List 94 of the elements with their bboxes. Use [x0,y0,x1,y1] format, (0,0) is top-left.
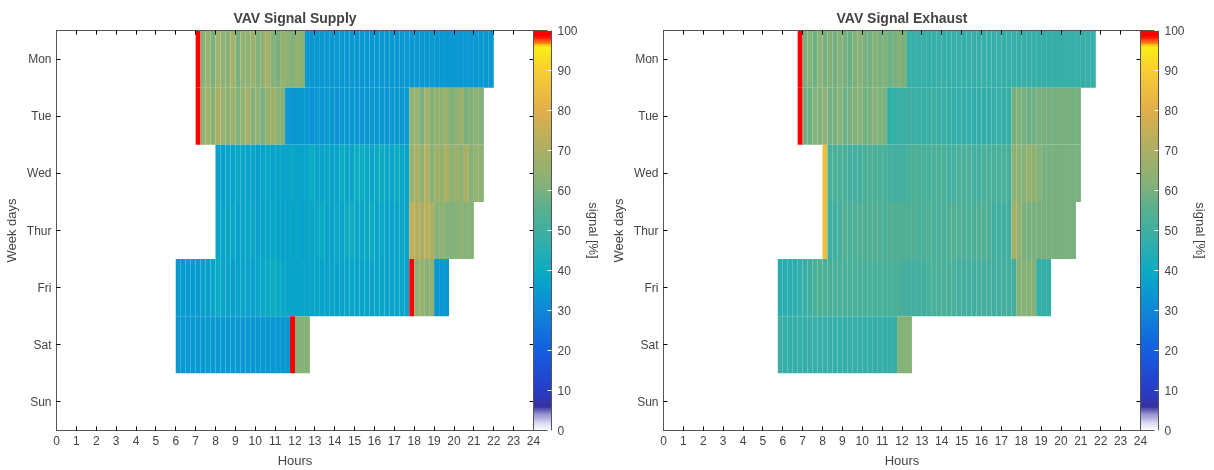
color-bar-label: 10 [557,384,572,398]
x-tick-label: 19 [1034,433,1049,448]
x-tick-label: 1 [680,433,688,448]
x-axis-title: Hours [277,452,313,468]
color-bar-label: 90 [557,64,572,78]
x-tick-label: 2 [92,433,100,448]
x-tick-label: 19 [427,433,442,448]
y-tick-label: Wed [634,166,659,181]
x-tick-label: 13 [308,433,322,448]
x-tick-label: 14 [935,433,949,448]
x-tick-label: 17 [387,433,402,448]
x-tick-label: 22 [1094,433,1108,448]
x-tick-label: 23 [1113,433,1128,448]
color-bar-label: 50 [557,224,572,238]
color-bar-label: 10 [1164,384,1179,398]
x-tick-label: 0 [660,433,668,448]
color-bar-label: 40 [1164,264,1179,278]
y-tick-label: Tue [638,109,659,124]
x-tick-label: 24 [1133,433,1148,448]
color-bar-label: 0 [1164,424,1172,438]
color-bar-label: 80 [1164,104,1179,118]
y-tick-label: Tue [31,109,52,124]
color-bar-label: 0 [557,424,565,438]
x-tick-label: 22 [487,433,501,448]
chart-title: VAV Signal Supply [233,9,357,26]
color-bar-label: 50 [1164,224,1179,238]
x-tick-label: 6 [172,433,180,448]
color-bar-title: signal [%] [585,202,601,259]
color-bar-label: 60 [557,184,572,198]
x-tick-label: 13 [915,433,929,448]
x-tick-label: 18 [1014,433,1029,448]
chart-title: VAV Signal Exhaust [836,9,968,26]
x-tick-label: 0 [53,433,61,448]
color-bar-label: 100 [557,24,578,38]
color-bar-label: 60 [1164,184,1179,198]
y-tick-label: Mon [28,52,52,67]
x-tick-label: 4 [739,433,747,448]
x-tick-label: 12 [895,433,909,448]
color-bar-title: signal [%] [1192,202,1208,259]
x-tick-label: 17 [994,433,1009,448]
x-tick-label: 3 [719,433,727,448]
x-tick-label: 11 [875,433,889,448]
x-tick-label: 20 [1054,433,1068,448]
x-tick-label: 5 [152,433,160,448]
y-tick-label: Mon [635,52,659,67]
color-bar-label: 100 [1164,24,1185,38]
x-axis-title: Hours [884,452,920,468]
x-tick-label: 23 [506,433,521,448]
y-tick-label: Sun [637,394,659,409]
x-tick-label: 7 [192,433,200,448]
x-tick-label: 5 [759,433,767,448]
x-tick-label: 10 [855,433,870,448]
y-tick-label: Sat [640,337,660,352]
x-tick-label: 9 [232,433,240,448]
x-tick-label: 21 [1074,433,1088,448]
y-tick-label: Thur [633,223,659,238]
x-tick-label: 10 [248,433,263,448]
x-tick-label: 15 [347,433,362,448]
x-tick-label: 8 [819,433,827,448]
color-bar-label: 30 [1164,304,1179,318]
color-bar-label: 30 [557,304,572,318]
x-tick-label: 6 [779,433,787,448]
color-bar-label: 70 [1164,144,1179,158]
x-tick-label: 18 [407,433,422,448]
x-tick-label: 11 [268,433,282,448]
x-tick-label: 14 [328,433,342,448]
x-tick-label: 24 [526,433,541,448]
x-tick-label: 16 [974,433,989,448]
x-tick-label: 4 [132,433,140,448]
x-tick-label: 1 [73,433,81,448]
color-bar-label: 90 [1164,64,1179,78]
x-tick-label: 15 [954,433,969,448]
x-tick-label: 8 [212,433,220,448]
x-tick-label: 2 [699,433,707,448]
x-tick-label: 9 [839,433,847,448]
color-bar-label: 40 [557,264,572,278]
x-tick-label: 7 [799,433,807,448]
y-tick-label: Fri [644,280,659,295]
x-tick-label: 12 [288,433,302,448]
x-tick-label: 3 [112,433,120,448]
y-axis-title: Week days [610,197,626,263]
color-bar-label: 20 [557,344,572,358]
color-bar-label: 70 [557,144,572,158]
y-tick-label: Fri [37,280,52,295]
color-bar-label: 80 [557,104,572,118]
x-tick-label: 16 [367,433,382,448]
y-axis-title: Week days [3,197,19,263]
y-tick-label: Thur [26,223,52,238]
color-bar-label: 20 [1164,344,1179,358]
x-tick-label: 21 [467,433,481,448]
y-tick-label: Sun [30,394,52,409]
y-tick-label: Wed [27,166,52,181]
x-tick-label: 20 [447,433,461,448]
y-tick-label: Sat [33,337,53,352]
